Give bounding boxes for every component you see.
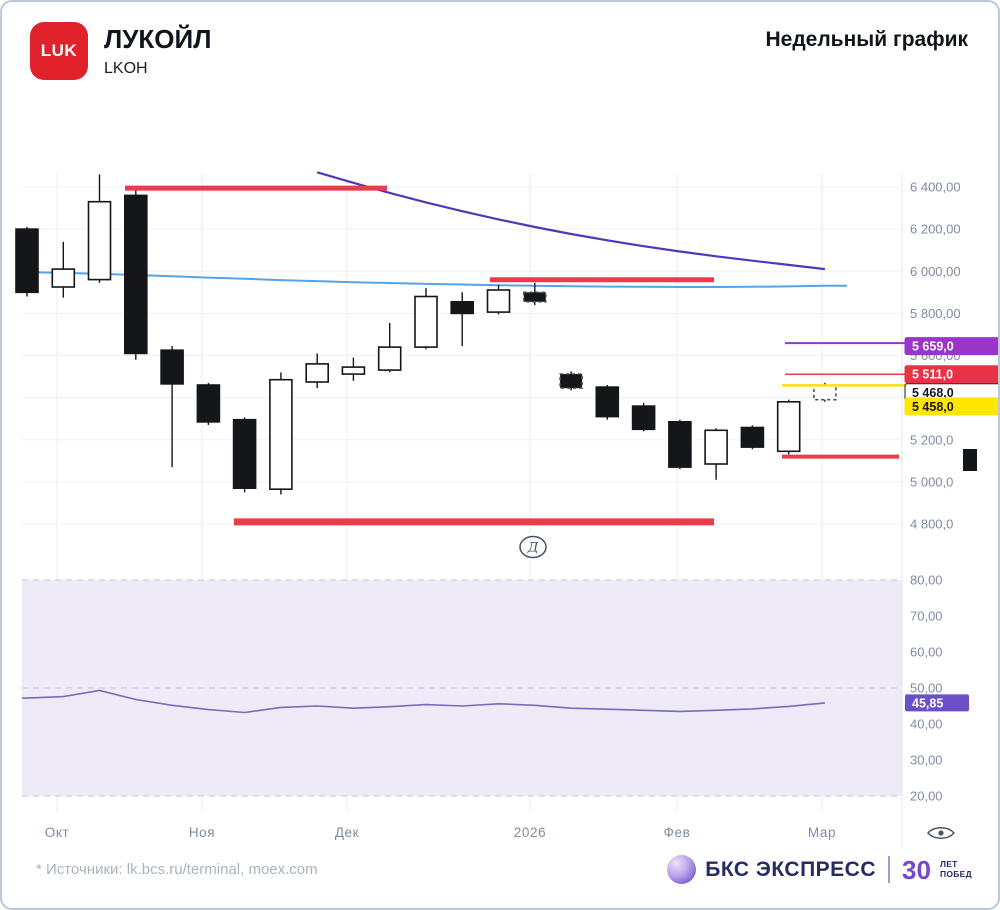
svg-text:5 000,0: 5 000,0 xyxy=(910,474,953,489)
dividend-marker[interactable]: Д xyxy=(519,535,547,559)
sources-note: * Источники: lk.bcs.ru/terminal, moex.co… xyxy=(36,861,318,878)
edge-price-marker xyxy=(963,449,977,471)
candle-body xyxy=(486,289,511,313)
candle-body xyxy=(740,426,765,448)
candle-body xyxy=(87,200,112,281)
candle-body xyxy=(559,373,583,389)
candle-body xyxy=(776,400,801,453)
candle-body xyxy=(377,346,402,371)
candle-body xyxy=(450,300,475,315)
instrument-ticker: LKOH xyxy=(104,60,148,77)
candle-body xyxy=(522,291,547,303)
svg-text:5 659,0: 5 659,0 xyxy=(912,340,954,354)
svg-text:Окт: Окт xyxy=(45,825,70,840)
lukoil-logo-text: LUK xyxy=(40,41,78,60)
ma-purple-line xyxy=(316,171,826,271)
price-axis-labels: 6 400,006 200,006 000,005 800,005 600,00… xyxy=(910,180,961,532)
svg-text:40,00: 40,00 xyxy=(910,717,943,732)
svg-text:Д: Д xyxy=(527,541,539,556)
candle-body xyxy=(15,228,39,294)
svg-text:45,85: 45,85 xyxy=(912,696,943,710)
svg-text:Дек: Дек xyxy=(335,825,359,840)
svg-text:6 400,00: 6 400,00 xyxy=(910,180,961,195)
svg-text:80,00: 80,00 xyxy=(910,573,943,588)
svg-text:Мар: Мар xyxy=(808,825,836,840)
brand-anniversary-caption: ЛЕТ ПОБЕД xyxy=(939,859,972,879)
svg-text:70,00: 70,00 xyxy=(910,609,943,624)
svg-text:5 468,0: 5 468,0 xyxy=(912,386,954,400)
svg-text:4 800,0: 4 800,0 xyxy=(910,517,953,532)
candle-body xyxy=(341,366,366,375)
svg-text:6 200,00: 6 200,00 xyxy=(910,222,961,237)
svg-text:6 000,00: 6 000,00 xyxy=(910,264,961,279)
level-lines xyxy=(125,185,914,526)
candle-body xyxy=(124,194,148,355)
svg-text:20,00: 20,00 xyxy=(910,789,943,804)
instrument-block: ЛУКОЙЛ LKOH xyxy=(104,22,211,78)
svg-text:60,00: 60,00 xyxy=(910,645,943,660)
brand-name: БКС ЭКСПРЕСС xyxy=(705,857,877,881)
price-tag xyxy=(904,337,998,356)
candle-body xyxy=(232,418,257,490)
bcs-express-brand: БКС ЭКСПРЕСС 30 ЛЕТ ПОБЕД xyxy=(667,855,972,884)
lukoil-logo: LUK xyxy=(30,22,88,80)
candle-body xyxy=(813,384,837,401)
footer: * Источники: lk.bcs.ru/terminal, moex.co… xyxy=(36,855,972,884)
candle-body xyxy=(668,420,692,468)
candle-body xyxy=(595,386,620,418)
svg-text:5 511,0: 5 511,0 xyxy=(912,368,953,382)
grid-lines xyxy=(22,174,903,847)
brand-anniversary-number: 30 xyxy=(902,854,931,885)
candle-body xyxy=(51,268,76,288)
svg-text:50,00: 50,00 xyxy=(910,681,943,696)
price-tag xyxy=(904,365,998,384)
rsi-axis-labels: 80,00 70,00 60,00 50,00 40,00 30,00 20,00 xyxy=(910,573,943,804)
rsi-current-badge: 45,85 xyxy=(905,694,969,712)
price-tags: 5 659,0 5 511,0 5 468,05 458,0 xyxy=(904,337,998,416)
x-axis-labels: Окт Ноя Дек 2026 Фев Мар xyxy=(45,825,836,840)
rsi-line xyxy=(22,689,825,714)
svg-text:Ноя: Ноя xyxy=(189,825,215,840)
eye-icon[interactable] xyxy=(927,827,955,839)
instrument-title: ЛУКОЙЛ xyxy=(104,24,212,54)
svg-text:5 200,0: 5 200,0 xyxy=(910,432,953,447)
candle-body xyxy=(414,295,438,348)
svg-text:5 458,0: 5 458,0 xyxy=(912,400,954,414)
header: LUK ЛУКОЙЛ LKOH Недельный график xyxy=(30,22,968,80)
candle-body xyxy=(631,405,656,431)
svg-text:2026: 2026 xyxy=(514,825,546,840)
candles xyxy=(15,174,837,495)
svg-text:5 800,00: 5 800,00 xyxy=(910,306,961,321)
candle-body xyxy=(704,429,728,465)
candle-body xyxy=(196,384,221,423)
chart-period-title: Недельный график xyxy=(765,28,968,51)
price-tag xyxy=(904,397,998,416)
bcs-sphere-icon xyxy=(667,855,697,884)
candle-body xyxy=(160,349,184,385)
brand-divider xyxy=(888,856,891,883)
svg-text:30,00: 30,00 xyxy=(910,753,943,768)
candle-body xyxy=(305,363,330,383)
candle-body xyxy=(269,378,293,491)
svg-text:Фев: Фев xyxy=(664,825,691,840)
